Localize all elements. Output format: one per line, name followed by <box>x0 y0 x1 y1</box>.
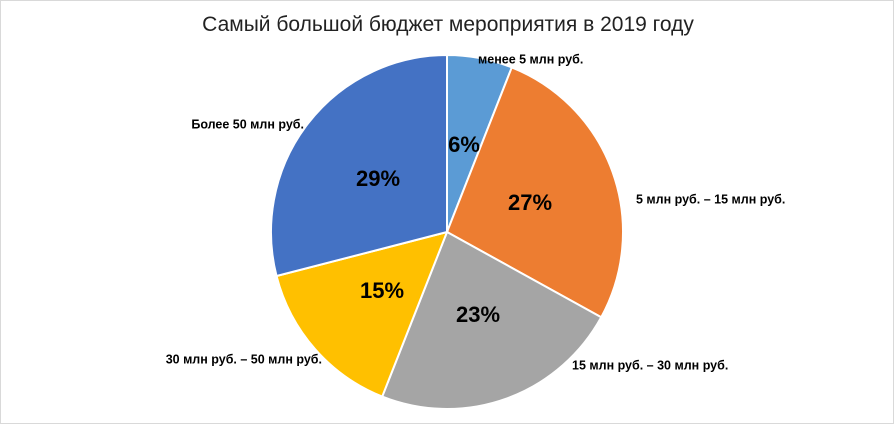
category-label-5: Более 50 млн руб. <box>191 117 304 131</box>
data-label-1: 6% <box>448 132 480 157</box>
pie-slice-2 <box>445 66 624 319</box>
data-label-2: 27% <box>508 190 552 215</box>
category-label-4: 30 млн руб. – 50 млн руб. <box>166 352 322 366</box>
category-label-3: 15 млн руб. – 30 млн руб. <box>572 358 728 372</box>
data-label-3: 23% <box>456 302 500 327</box>
data-label-4: 15% <box>360 278 404 303</box>
data-label-5: 29% <box>356 166 400 191</box>
pie-slice-5 <box>270 53 448 278</box>
pie-slice-4 <box>275 230 449 398</box>
category-label-2: 5 млн руб. – 15 млн руб. <box>636 192 785 206</box>
pie-slice-3 <box>380 230 603 410</box>
chart-title: Самый большой бюджет мероприятия в 2019 … <box>202 13 694 36</box>
category-label-1: менее 5 млн руб. <box>478 52 583 66</box>
